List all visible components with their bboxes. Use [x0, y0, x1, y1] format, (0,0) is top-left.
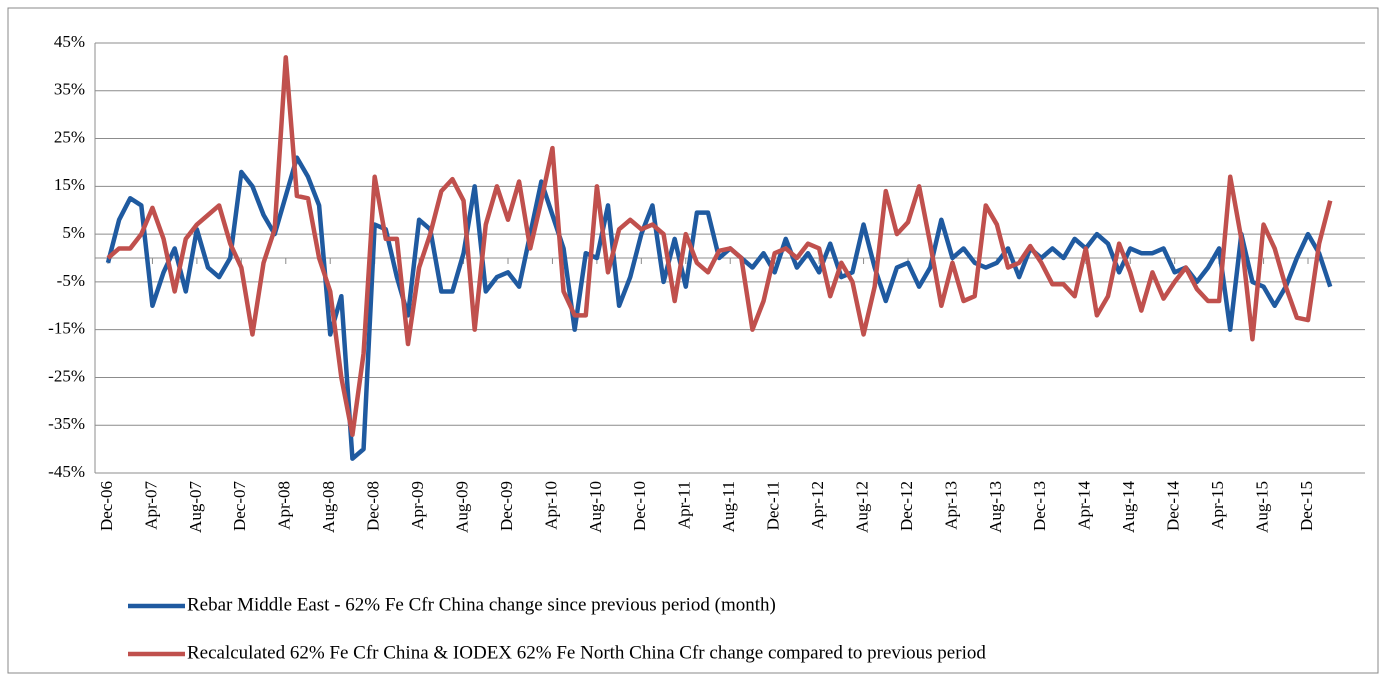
x-tick-label: Dec-15: [1297, 481, 1316, 531]
x-tick-label: Dec-11: [764, 481, 783, 530]
x-tick-label: Apr-12: [808, 481, 827, 530]
x-tick-label: Apr-13: [941, 481, 960, 530]
x-tick-label: Aug-07: [186, 481, 205, 533]
x-tick-label: Dec-12: [897, 481, 916, 531]
x-tick-label: Aug-13: [986, 481, 1005, 533]
x-tick-label: Apr-15: [1208, 481, 1227, 530]
x-tick-label: Aug-08: [319, 481, 338, 533]
y-tick-label: -35%: [48, 414, 85, 433]
x-tick-label: Apr-09: [408, 481, 427, 530]
data-line: [106, 55, 1333, 438]
x-tick-label: Aug-09: [452, 481, 471, 533]
x-tick-label: Dec-06: [97, 481, 116, 531]
data-line: [105, 155, 1333, 461]
y-tick-label: 35%: [54, 80, 85, 99]
x-tick-label: Apr-14: [1075, 481, 1094, 530]
x-tick-label: Dec-10: [630, 481, 649, 531]
x-tick-label: Aug-14: [1119, 481, 1138, 533]
x-tick-label: Apr-11: [675, 481, 694, 529]
chart-border: [7, 7, 1379, 674]
x-tick-label: Dec-08: [364, 481, 383, 531]
y-tick-label: 5%: [62, 223, 85, 242]
x-tick-label: Apr-10: [541, 481, 560, 530]
x-tick-label: Aug-15: [1252, 481, 1271, 533]
x-tick-label: Apr-08: [275, 481, 294, 530]
x-tick-label: Aug-11: [719, 481, 738, 532]
x-tick-label: Apr-07: [141, 481, 160, 530]
x-tick-label: Dec-14: [1164, 481, 1183, 532]
y-tick-label: -5%: [57, 271, 85, 290]
y-tick-label: -15%: [48, 319, 85, 338]
x-tick-label: Dec-07: [230, 481, 249, 532]
legend-label: Recalculated 62% Fe Cfr China & IODEX 62…: [187, 642, 986, 663]
y-tick-label: 25%: [54, 127, 85, 146]
x-tick-label: Aug-10: [586, 481, 605, 533]
legend-label: Rebar Middle East - 62% Fe Cfr China cha…: [187, 594, 776, 615]
y-tick-label: -45%: [48, 462, 85, 481]
y-tick-label: -25%: [48, 366, 85, 385]
y-tick-label: 45%: [54, 32, 85, 51]
x-tick-label: Dec-09: [497, 481, 516, 531]
x-tick-label: Aug-12: [852, 481, 871, 533]
y-tick-label: 15%: [54, 175, 85, 194]
x-tick-label: Dec-13: [1030, 481, 1049, 531]
